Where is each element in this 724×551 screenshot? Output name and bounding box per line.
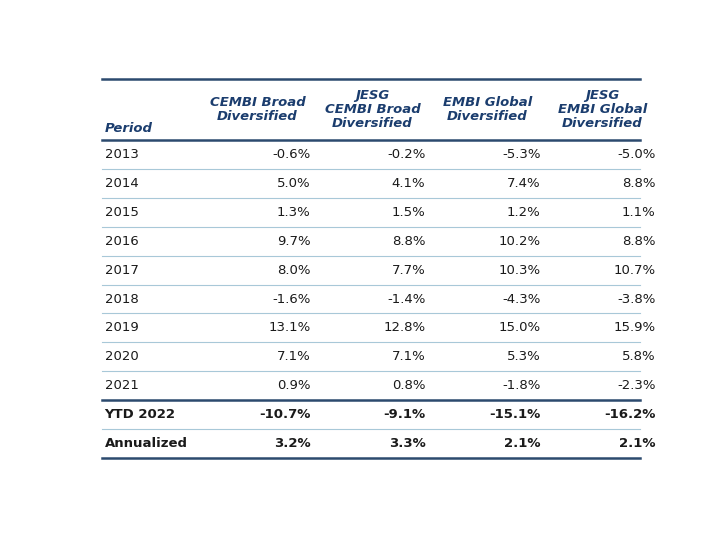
Text: 8.8%: 8.8% <box>622 177 655 190</box>
Text: 3.2%: 3.2% <box>274 437 311 450</box>
Text: -15.1%: -15.1% <box>489 408 541 421</box>
Text: 8.8%: 8.8% <box>622 235 655 248</box>
Text: EMBI Global: EMBI Global <box>443 96 532 109</box>
Text: -0.6%: -0.6% <box>272 148 311 161</box>
Text: 15.9%: 15.9% <box>613 321 655 334</box>
Text: JESG: JESG <box>355 89 390 102</box>
Text: -10.7%: -10.7% <box>259 408 311 421</box>
Text: 7.7%: 7.7% <box>392 264 426 277</box>
Text: 1.1%: 1.1% <box>622 206 655 219</box>
Text: -5.3%: -5.3% <box>502 148 541 161</box>
Text: -16.2%: -16.2% <box>604 408 655 421</box>
Text: 13.1%: 13.1% <box>268 321 311 334</box>
Text: 2014: 2014 <box>104 177 138 190</box>
Text: 4.1%: 4.1% <box>392 177 426 190</box>
Text: 2018: 2018 <box>104 293 138 306</box>
Text: 12.8%: 12.8% <box>383 321 426 334</box>
Text: Annualized: Annualized <box>104 437 188 450</box>
Text: Diversified: Diversified <box>217 110 298 123</box>
Text: JESG: JESG <box>586 89 620 102</box>
Text: 2017: 2017 <box>104 264 138 277</box>
Text: 5.3%: 5.3% <box>507 350 541 363</box>
Text: -4.3%: -4.3% <box>502 293 541 306</box>
Text: 7.1%: 7.1% <box>392 350 426 363</box>
Text: 3.3%: 3.3% <box>389 437 426 450</box>
Text: -3.8%: -3.8% <box>617 293 655 306</box>
Text: 10.2%: 10.2% <box>498 235 541 248</box>
Text: 1.5%: 1.5% <box>392 206 426 219</box>
Text: 2020: 2020 <box>104 350 138 363</box>
Text: 8.0%: 8.0% <box>277 264 311 277</box>
Text: 0.8%: 0.8% <box>392 379 426 392</box>
Text: CEMBI Broad: CEMBI Broad <box>209 96 306 109</box>
Text: 8.8%: 8.8% <box>392 235 426 248</box>
Text: -0.2%: -0.2% <box>387 148 426 161</box>
Text: -1.8%: -1.8% <box>502 379 541 392</box>
Text: Diversified: Diversified <box>332 117 413 130</box>
Text: 9.7%: 9.7% <box>277 235 311 248</box>
Text: 2019: 2019 <box>104 321 138 334</box>
Text: Diversified: Diversified <box>562 117 643 130</box>
Text: 2015: 2015 <box>104 206 138 219</box>
Text: -9.1%: -9.1% <box>383 408 426 421</box>
Text: 2013: 2013 <box>104 148 138 161</box>
Text: EMBI Global: EMBI Global <box>558 103 647 116</box>
Text: -2.3%: -2.3% <box>617 379 655 392</box>
Text: YTD 2022: YTD 2022 <box>104 408 175 421</box>
Text: Diversified: Diversified <box>447 110 528 123</box>
Text: 2016: 2016 <box>104 235 138 248</box>
Text: 10.3%: 10.3% <box>498 264 541 277</box>
Text: -5.0%: -5.0% <box>617 148 655 161</box>
Text: 10.7%: 10.7% <box>613 264 655 277</box>
Text: 2021: 2021 <box>104 379 138 392</box>
Text: 2.1%: 2.1% <box>619 437 655 450</box>
Text: -1.4%: -1.4% <box>387 293 426 306</box>
Text: 2.1%: 2.1% <box>504 437 541 450</box>
Text: -1.6%: -1.6% <box>272 293 311 306</box>
Text: 7.1%: 7.1% <box>277 350 311 363</box>
Text: 5.8%: 5.8% <box>622 350 655 363</box>
Text: CEMBI Broad: CEMBI Broad <box>324 103 421 116</box>
Text: 1.2%: 1.2% <box>507 206 541 219</box>
Text: Period: Period <box>104 122 153 136</box>
Text: 7.4%: 7.4% <box>507 177 541 190</box>
Text: 0.9%: 0.9% <box>277 379 311 392</box>
Text: 15.0%: 15.0% <box>498 321 541 334</box>
Text: 1.3%: 1.3% <box>277 206 311 219</box>
Text: 5.0%: 5.0% <box>277 177 311 190</box>
